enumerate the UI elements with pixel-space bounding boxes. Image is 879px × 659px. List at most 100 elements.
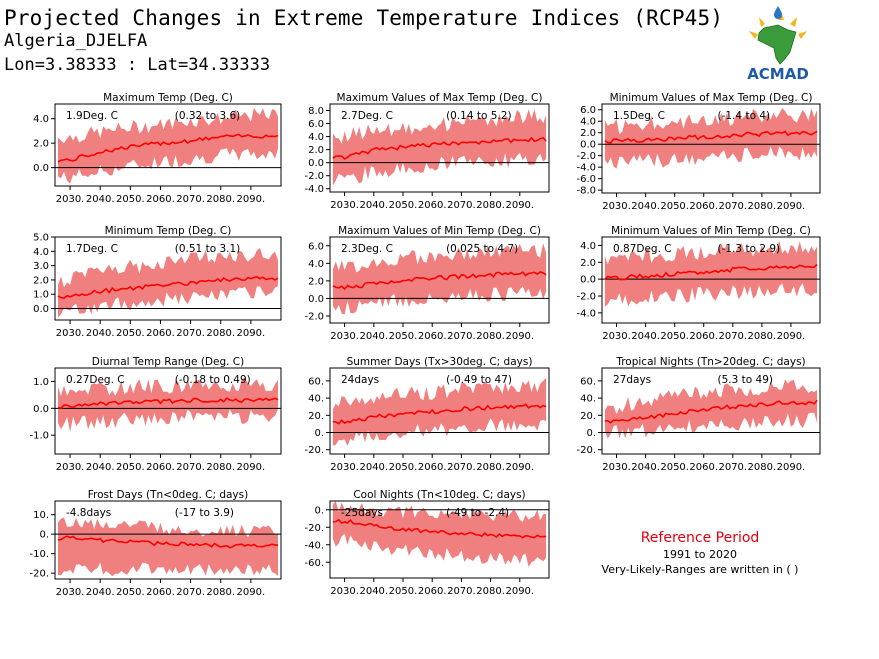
change-value: 1.9Deg. C <box>66 110 118 122</box>
y-tick-label: 2.0 <box>580 128 596 139</box>
y-tick-label: -20. <box>29 569 49 580</box>
plot-frame <box>329 500 550 579</box>
x-tick-label: 2050. <box>660 462 689 473</box>
x-tick-label: 2070. <box>447 586 476 597</box>
x-tick-label: 2050. <box>389 462 418 473</box>
x-tick-label: 2070. <box>718 462 747 473</box>
likely-range: (0.14 to 5.2) <box>446 110 512 122</box>
y-tick-label: 20. <box>580 411 596 422</box>
x-tick-label: 2090. <box>505 586 534 597</box>
y-tick-label: -4.0 <box>576 308 596 319</box>
x-tick-label: 2050. <box>116 462 145 473</box>
panel-title: Minimum Values of Min Temp (Deg. C) <box>611 225 811 237</box>
x-tick-label: 2070. <box>176 462 205 473</box>
y-tick-label: 0.0 <box>308 158 324 169</box>
change-value: 1.7Deg. C <box>66 243 118 255</box>
y-tick-label: 4.0 <box>580 241 596 252</box>
x-tick-label: 2060. <box>689 462 718 473</box>
x-tick-label: 2030. <box>330 200 359 211</box>
median-line <box>332 403 547 425</box>
x-tick-label: 2070. <box>447 331 476 342</box>
x-tick-label: 2080. <box>206 462 235 473</box>
panel-9: 60. 40. 20. 0. -20. 2030. 2040. 2050. 2060. 2070.… <box>576 356 821 473</box>
x-tick-label: 2030. <box>330 331 359 342</box>
plot-frame <box>54 236 282 321</box>
likely-range: (-1.3 to 2.9) <box>718 243 781 255</box>
change-value: 24days <box>341 374 379 386</box>
x-tick-label: 2080. <box>748 201 777 212</box>
x-tick-label: 2080. <box>206 194 235 205</box>
panel-title: Tropical Nights (Tn>20deg. C; days) <box>615 356 805 368</box>
x-tick-label: 2050. <box>116 587 145 598</box>
y-tick-label: 20. <box>308 411 324 422</box>
y-tick-label: 60. <box>308 376 324 387</box>
panel-title: Frost Days (Tn<0deg. C; days) <box>88 489 248 501</box>
x-tick-label: 2060. <box>146 462 175 473</box>
x-tick-label: 2060. <box>418 331 447 342</box>
x-tick-label: 2070. <box>718 201 747 212</box>
x-tick-label: 2060. <box>418 462 447 473</box>
station-name: Algeria_DJELFA <box>4 31 148 51</box>
x-tick-label: 2040. <box>86 328 115 339</box>
y-tick-label: 0.0 <box>308 294 324 305</box>
likely-range: (-49 to -2.4) <box>446 507 509 519</box>
y-tick-label: 0.0 <box>33 163 49 174</box>
median-line <box>604 263 818 281</box>
y-tick-label: -10. <box>29 549 49 560</box>
x-tick-label: 2090. <box>237 462 266 473</box>
y-tick-label: -2.0 <box>304 171 324 182</box>
x-tick-label: 2090. <box>505 462 534 473</box>
x-tick-label: 2060. <box>146 587 175 598</box>
y-tick-label: 2.0 <box>580 258 596 269</box>
y-tick-label: -20. <box>304 445 324 456</box>
x-tick-label: 2040. <box>631 331 660 342</box>
y-tick-label: 40. <box>580 394 596 405</box>
x-tick-label: 2080. <box>206 587 235 598</box>
y-tick-label: -4.0 <box>304 184 324 195</box>
x-tick-label: 2080. <box>748 331 777 342</box>
y-tick-label: 40. <box>308 394 324 405</box>
x-tick-label: 2040. <box>359 331 388 342</box>
x-tick-label: 2060. <box>146 194 175 205</box>
plot-frame <box>54 500 282 580</box>
x-tick-label: 2060. <box>418 586 447 597</box>
x-tick-label: 2050. <box>389 200 418 211</box>
x-tick-label: 2030. <box>56 194 85 205</box>
reference-period-title: Reference Period <box>640 530 760 546</box>
y-tick-label: 3.0 <box>33 261 49 272</box>
x-tick-label: 2040. <box>359 462 388 473</box>
y-tick-label: -2.0 <box>576 151 596 162</box>
x-tick-label: 2070. <box>176 587 205 598</box>
y-tick-label: -20. <box>304 523 324 534</box>
x-tick-label: 2060. <box>689 331 718 342</box>
x-tick-label: 2070. <box>447 462 476 473</box>
median-line <box>332 271 547 291</box>
y-tick-label: 0.0 <box>580 140 596 151</box>
x-tick-label: 2080. <box>476 331 505 342</box>
uncertainty-band <box>332 109 547 186</box>
acmad-logo: ACMAD <box>747 6 809 83</box>
x-tick-label: 2070. <box>176 194 205 205</box>
x-tick-label: 2040. <box>86 194 115 205</box>
reference-period-years: 1991 to 2020 <box>662 548 738 561</box>
likely-range: (-0.49 to 47) <box>446 374 512 386</box>
panel-1: 4.0 2.0 0.0 2030. 2040. 2050. 2060. 2070. 2080. 2… <box>33 92 282 205</box>
x-tick-label: 2030. <box>330 462 359 473</box>
change-value: 2.3Deg. C <box>341 243 393 255</box>
plot-frame <box>601 367 821 455</box>
x-tick-label: 2080. <box>476 200 505 211</box>
median-line <box>57 133 279 163</box>
x-tick-label: 2050. <box>389 331 418 342</box>
panel-title: Summer Days (Tx>30deg. C; days) <box>347 356 533 368</box>
x-tick-label: 2050. <box>116 328 145 339</box>
median-line <box>604 130 818 144</box>
x-tick-label: 2030. <box>602 462 631 473</box>
panel-10: 10.0.-10.-20.2030. 2040. 2050. 2060. 2070. 20… <box>29 489 282 598</box>
x-tick-label: 2070. <box>718 331 747 342</box>
x-tick-label: 2090. <box>777 201 806 212</box>
likely-range: (-17 to 3.9) <box>175 507 234 519</box>
y-tick-label: -2.0 <box>576 292 596 303</box>
change-value: -25days <box>341 507 383 519</box>
panel-6: 4.0 2.0 0.0 -2.0 -4.0 2030. 2040. 2050. 2060. 207… <box>576 225 821 342</box>
